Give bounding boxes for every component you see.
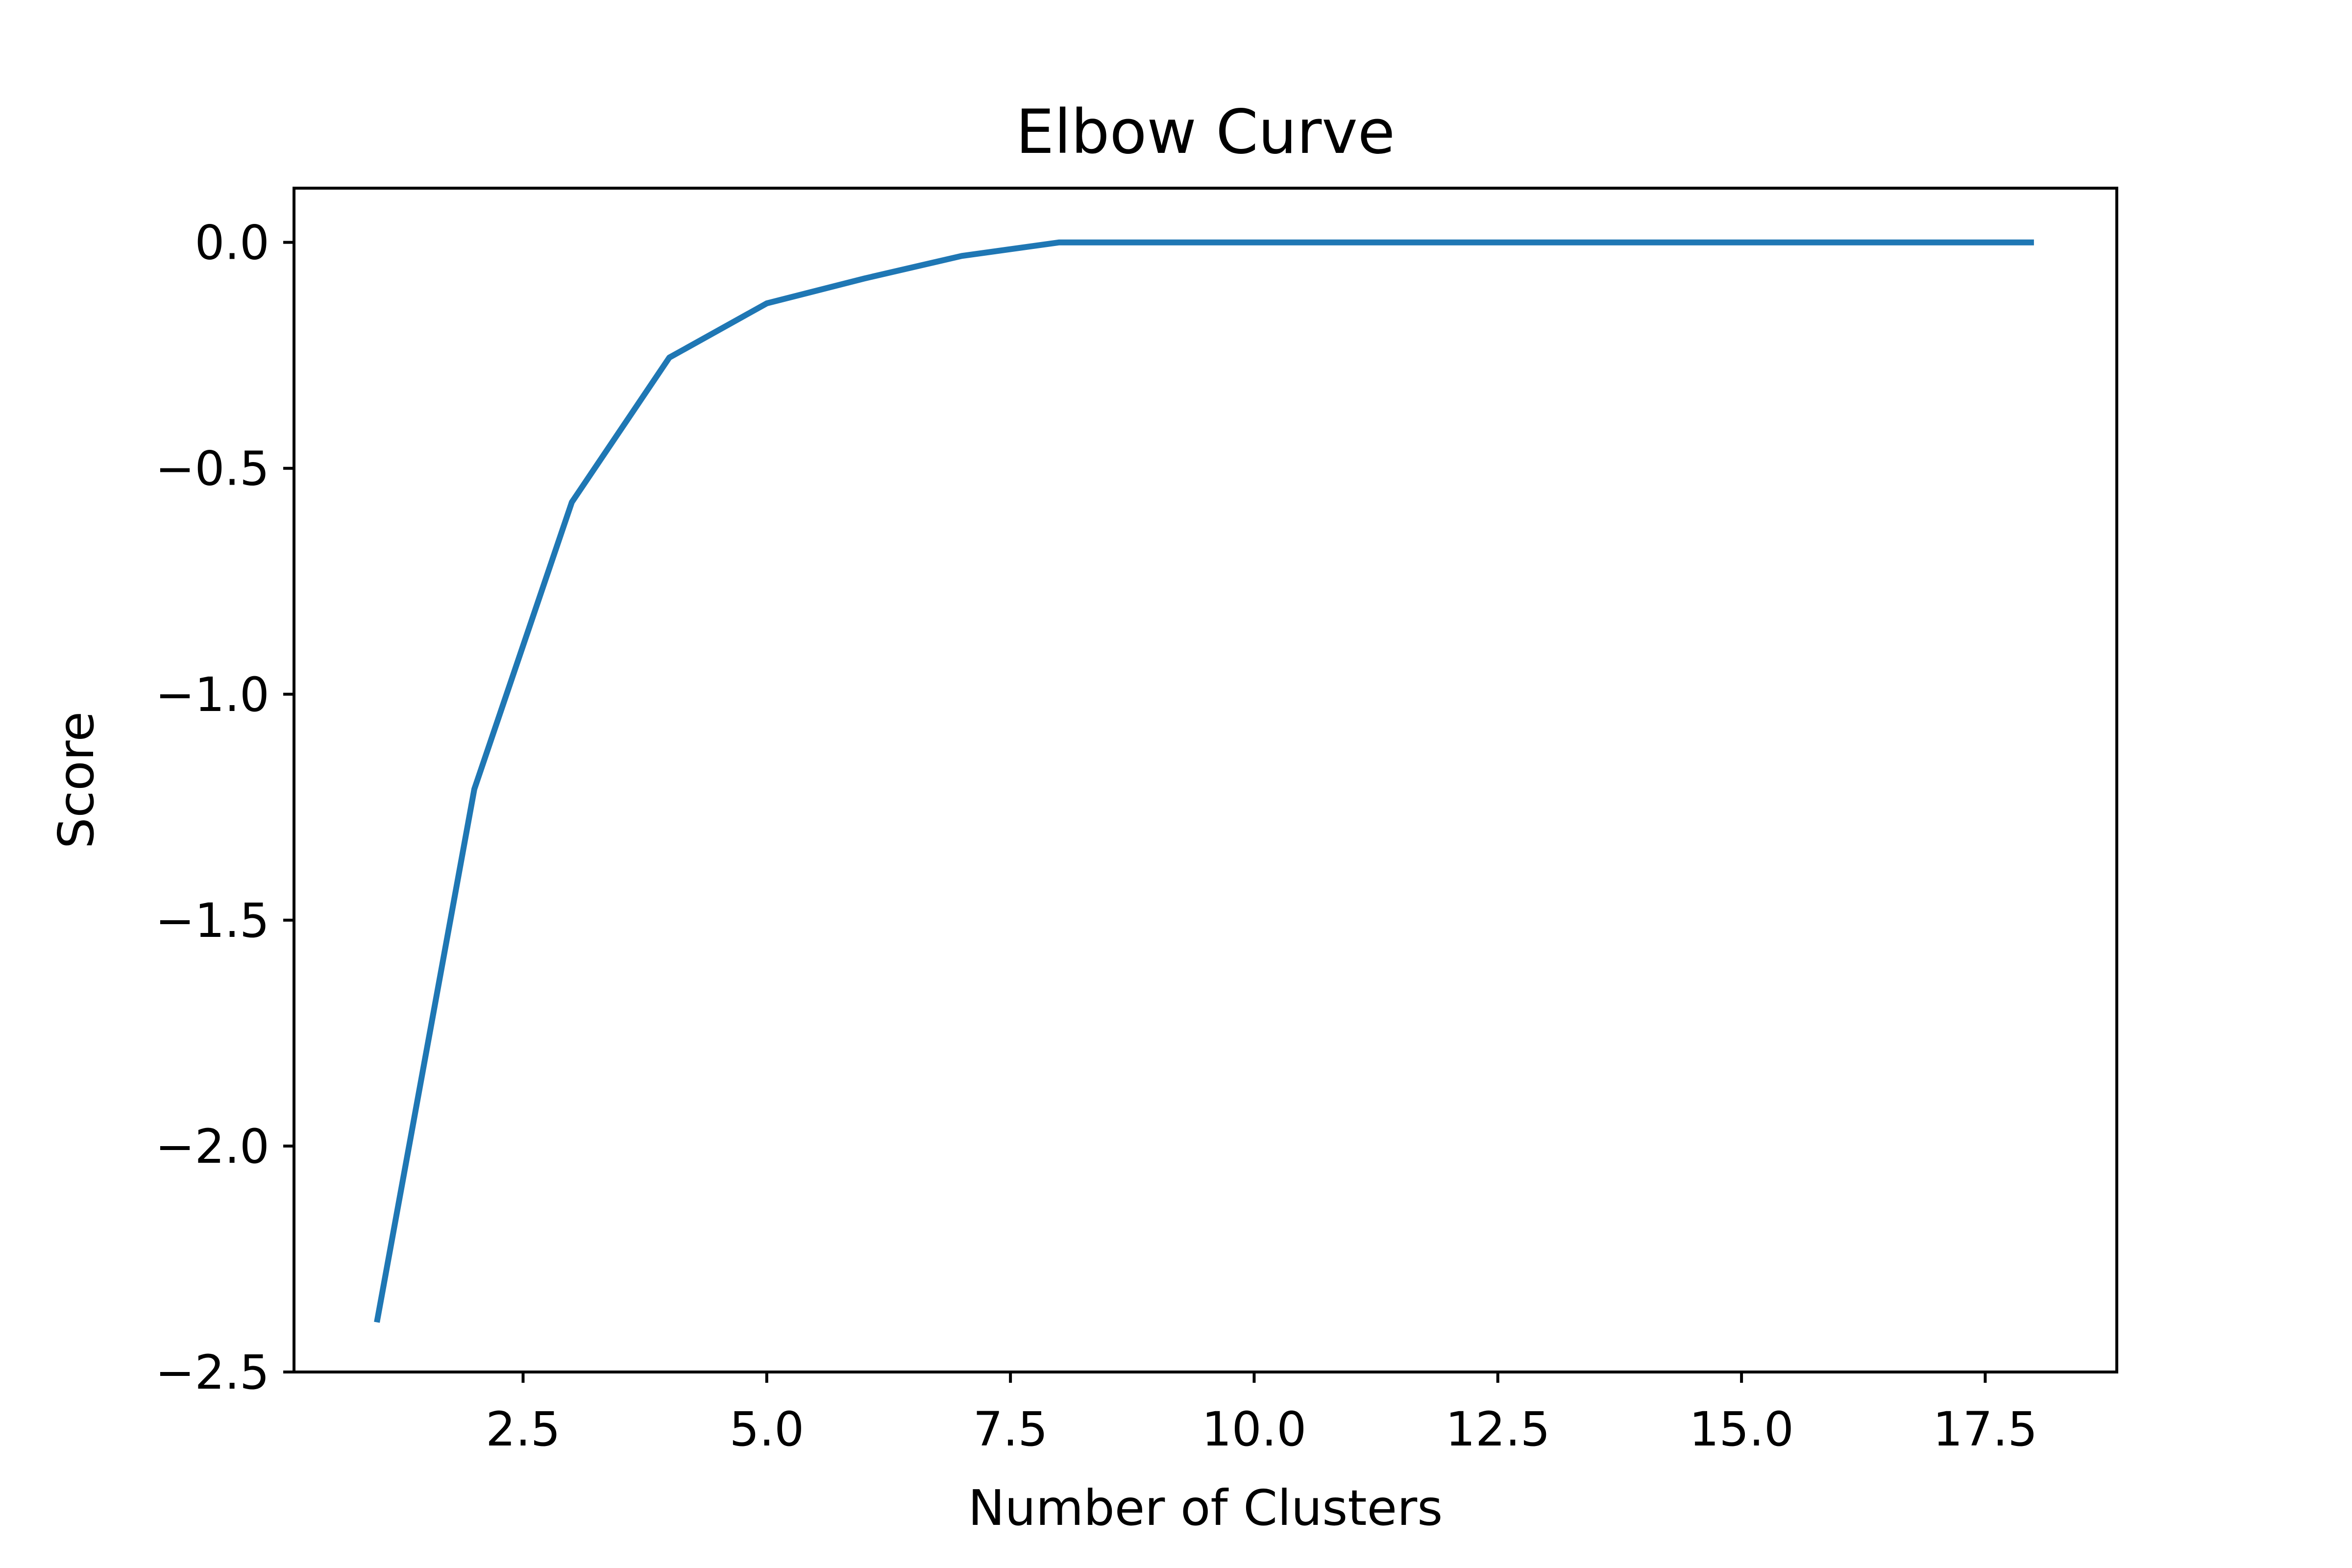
x-tick-label: 10.0 bbox=[1202, 1402, 1307, 1457]
axes-frame bbox=[293, 187, 2118, 1373]
x-tick-label: 5.0 bbox=[729, 1402, 804, 1457]
x-tick-label: 2.5 bbox=[486, 1402, 561, 1457]
y-tick-label: −2.5 bbox=[155, 1345, 270, 1400]
y-tick-label: 0.0 bbox=[195, 216, 270, 270]
y-tick-label: −1.0 bbox=[155, 667, 270, 722]
x-tick-label: 12.5 bbox=[1446, 1402, 1550, 1457]
y-tick-label: −1.5 bbox=[155, 893, 270, 948]
y-tick-label: −0.5 bbox=[155, 441, 270, 496]
x-axis-label: Number of Clusters bbox=[968, 1479, 1443, 1537]
x-tick-label: 7.5 bbox=[973, 1402, 1048, 1457]
y-tick-label: −2.0 bbox=[155, 1119, 270, 1174]
x-tick-label: 15.0 bbox=[1689, 1402, 1794, 1457]
chart-title: Elbow Curve bbox=[1016, 97, 1395, 168]
y-axis-ticks: 0.0 −0.5 −1.0 −1.5 −2.0 −2.5 bbox=[155, 216, 294, 1400]
x-axis-ticks: 2.5 5.0 7.5 10.0 12.5 15.0 17.5 bbox=[486, 1372, 2037, 1457]
x-tick-label: 17.5 bbox=[1933, 1402, 2038, 1457]
series-line-0 bbox=[374, 239, 2034, 1323]
plot-area bbox=[294, 188, 2117, 1372]
y-axis-label: Score bbox=[48, 711, 105, 849]
line-layer bbox=[374, 239, 2034, 1323]
